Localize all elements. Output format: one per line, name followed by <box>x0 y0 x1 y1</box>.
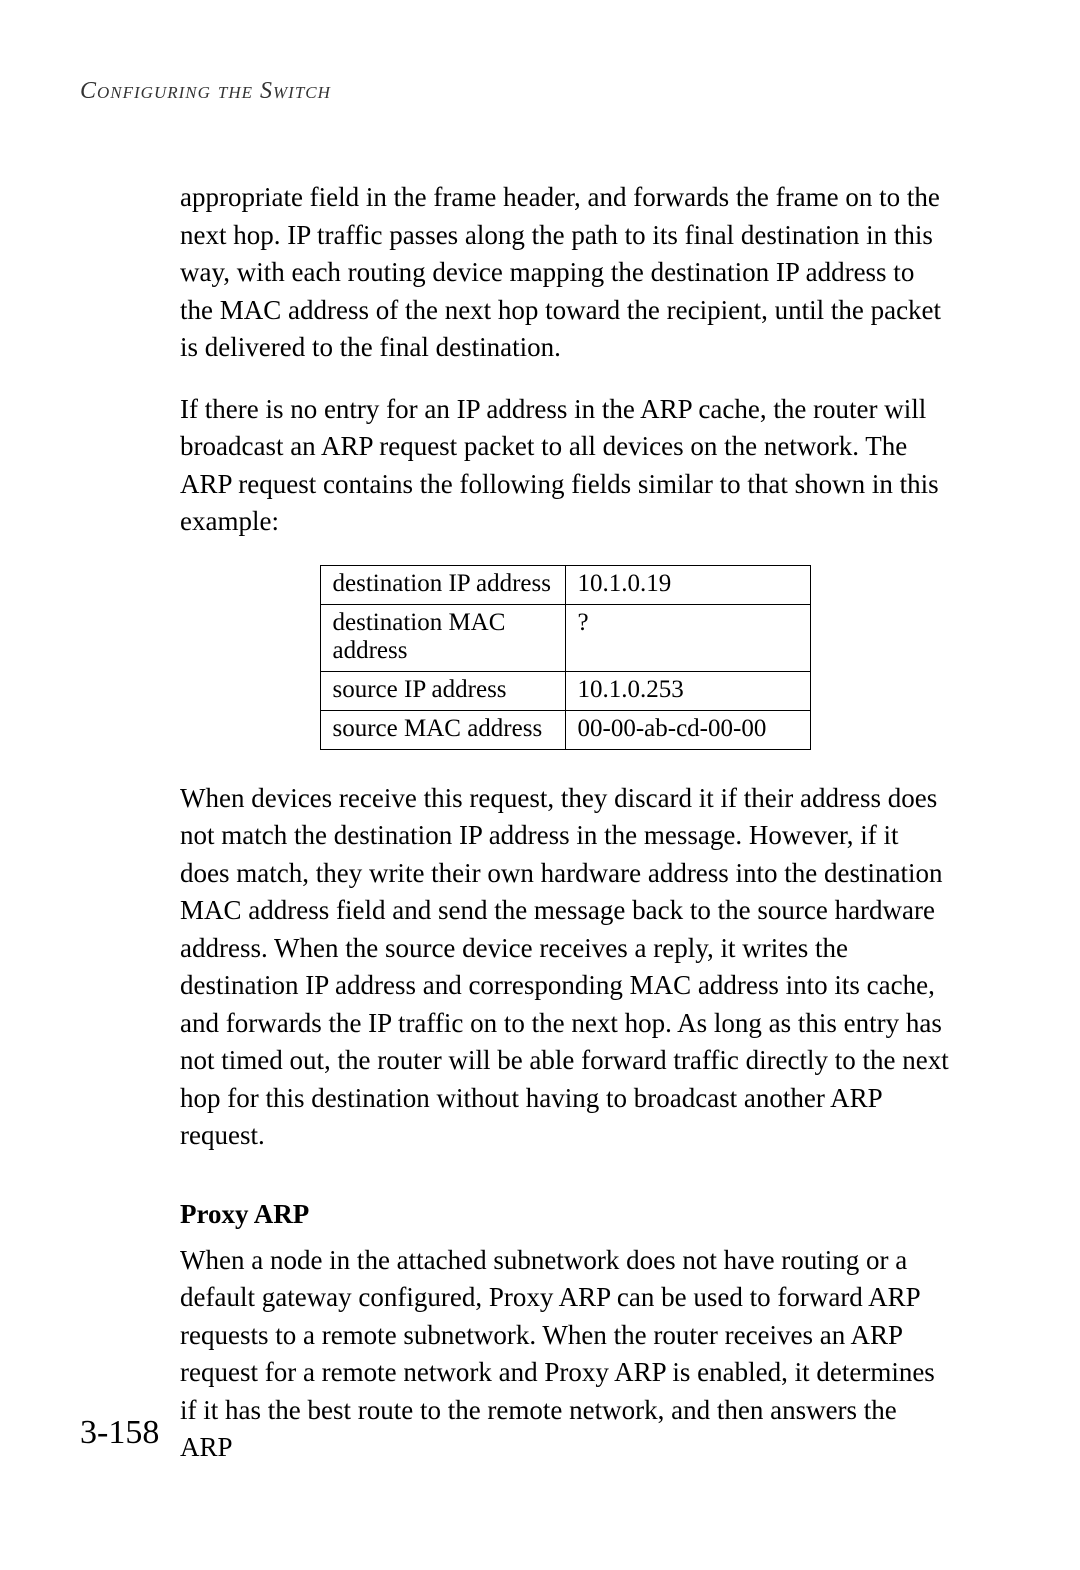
paragraph: If there is no entry for an IP address i… <box>180 391 950 541</box>
page: Configuring the Switch appropriate field… <box>0 0 1080 1570</box>
table-cell-label: source MAC address <box>320 710 565 749</box>
table-cell-value: 10.1.0.253 <box>565 671 810 710</box>
table-row: source MAC address 00-00-ab-cd-00-00 <box>320 710 810 749</box>
table-cell-value: 00-00-ab-cd-00-00 <box>565 710 810 749</box>
paragraph: When a node in the attached subnetwork d… <box>180 1242 950 1467</box>
table-cell-value: 10.1.0.19 <box>565 565 810 604</box>
content-block: appropriate field in the frame header, a… <box>180 179 950 1467</box>
page-number: 3-158 <box>80 1414 159 1452</box>
table-cell-label: destination IP address <box>320 565 565 604</box>
arp-fields-table: destination IP address 10.1.0.19 destina… <box>320 565 811 750</box>
table-cell-label: source IP address <box>320 671 565 710</box>
paragraph: When devices receive this request, they … <box>180 780 950 1155</box>
table-cell-label: destination MAC address <box>320 604 565 671</box>
running-head-text: Configuring the Switch <box>80 78 331 104</box>
table-row: destination MAC address ? <box>320 604 810 671</box>
table-row: destination IP address 10.1.0.19 <box>320 565 810 604</box>
running-head: Configuring the Switch <box>80 78 950 105</box>
subheading-proxy-arp: Proxy ARP <box>180 1199 950 1230</box>
table-row: source IP address 10.1.0.253 <box>320 671 810 710</box>
paragraph: appropriate field in the frame header, a… <box>180 179 950 367</box>
table-cell-value: ? <box>565 604 810 671</box>
